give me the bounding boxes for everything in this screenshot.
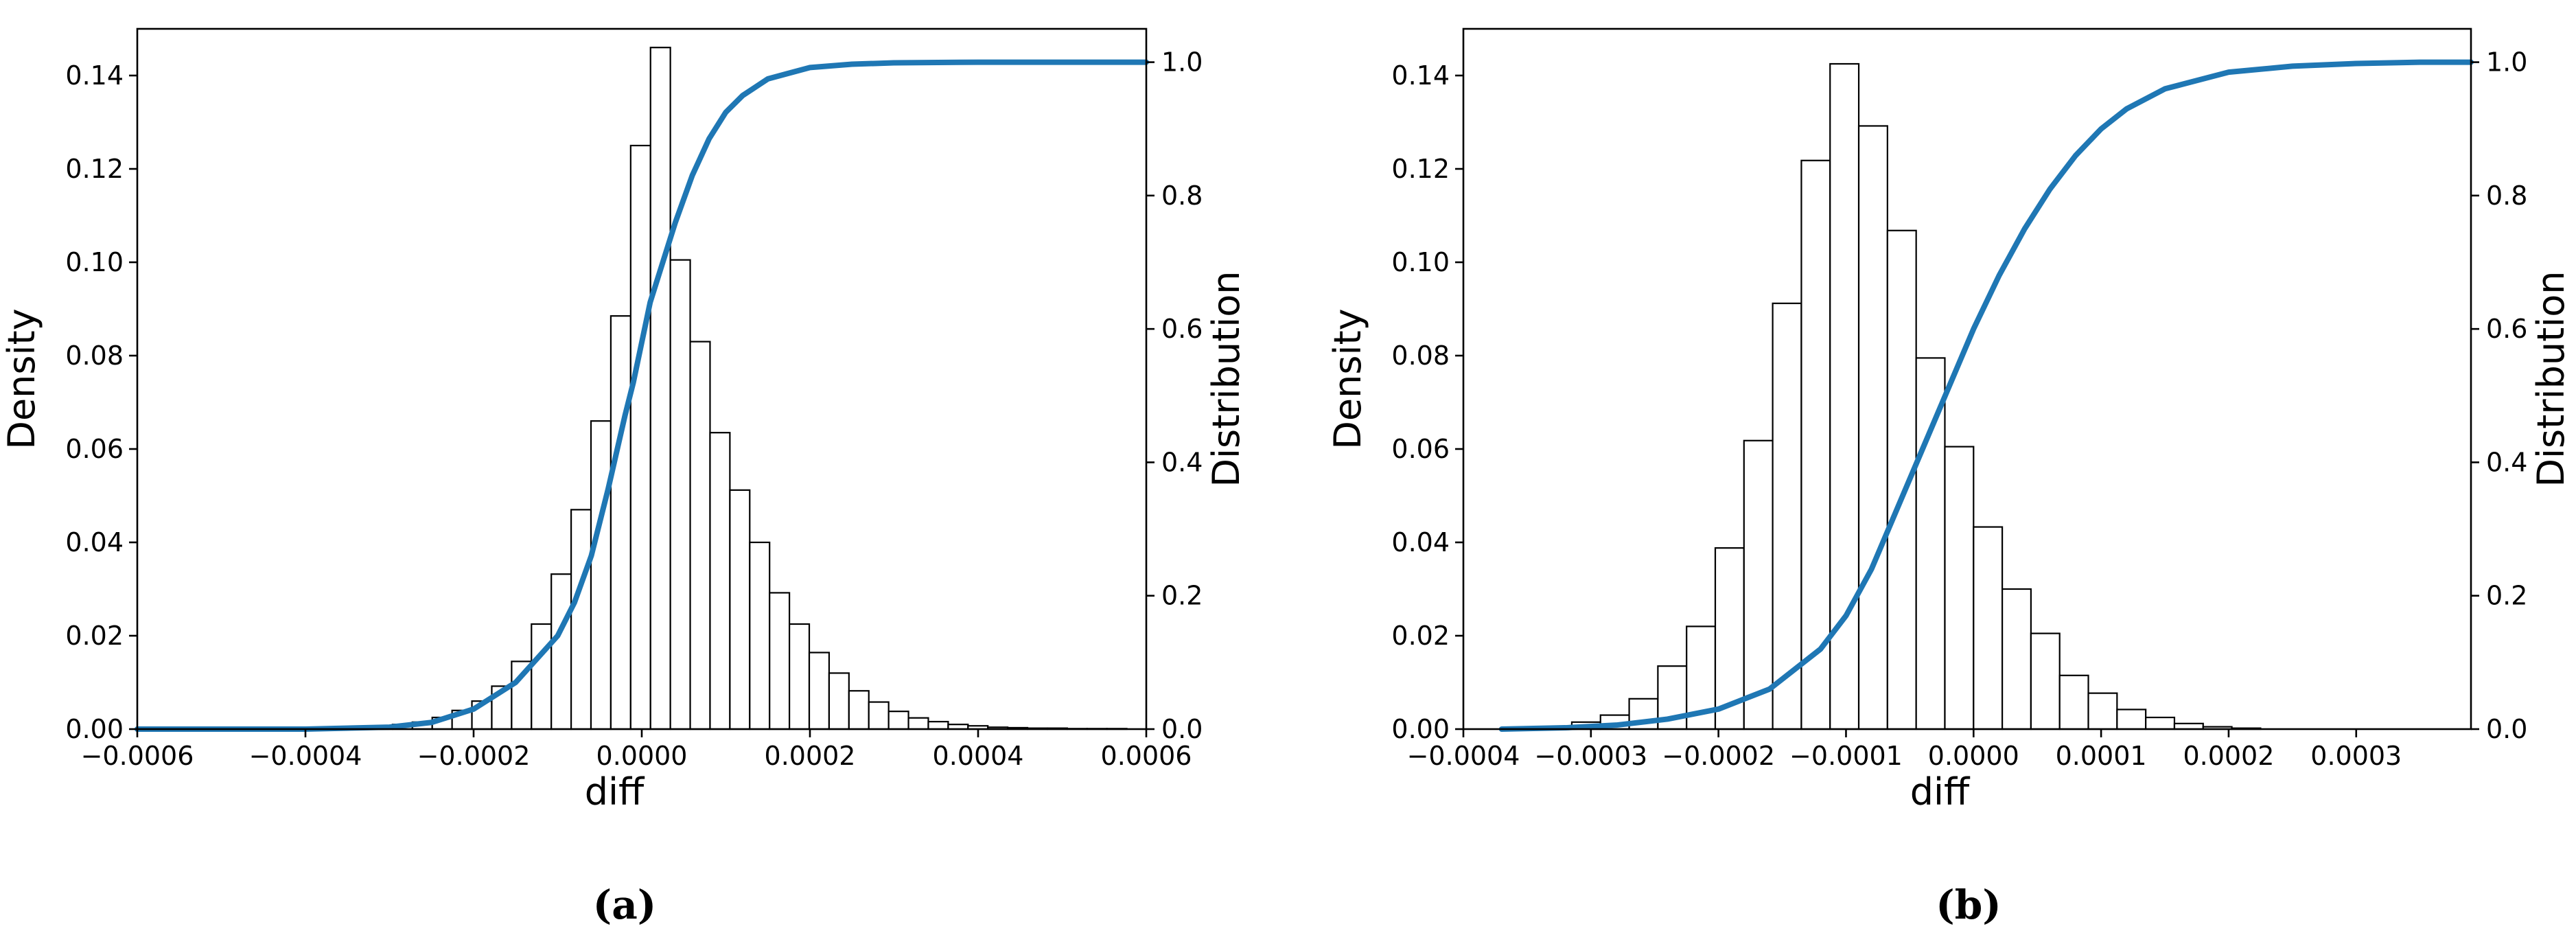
x-tick-label: −0.0006 <box>81 741 194 771</box>
y-tick-label: 0.02 <box>1391 621 1450 651</box>
histogram-bar <box>868 701 890 730</box>
y2-tick-label: 0.8 <box>1161 181 1203 211</box>
x-axis-title: diff <box>585 770 645 814</box>
histogram-bar <box>531 623 553 730</box>
x-tick-label: −0.0001 <box>1789 741 1903 771</box>
y-axis-title: Density <box>0 308 43 449</box>
y-tick-label: 0.08 <box>65 341 124 371</box>
y2-tick-label: 0.4 <box>2486 447 2527 477</box>
y-axis-title: Density <box>1326 308 1369 449</box>
histogram-bar <box>649 47 671 730</box>
y-tick-label: 0.12 <box>1391 154 1450 184</box>
panel-b: −0.0004 −0.0003 −0.0002 −0.0001 0.0000 0.0001… <box>1326 27 2573 928</box>
x-tick-label: 0.0004 <box>933 741 1024 771</box>
y-tick-label: 0.06 <box>1391 434 1450 464</box>
y2-tick-label: 0.0 <box>2486 714 2527 744</box>
y2-tick-label: 0.6 <box>2486 314 2527 344</box>
histogram-bar <box>570 509 592 730</box>
histogram-bar <box>2087 692 2118 730</box>
y-tick-label: 0.06 <box>65 434 124 464</box>
y2-tick-label: 0.2 <box>2486 581 2527 611</box>
histogram-bar <box>789 623 811 730</box>
histogram-bar <box>1772 302 1802 730</box>
x-tick-label: −0.0002 <box>417 741 531 771</box>
histogram-bar <box>1944 446 1975 730</box>
x-tick-label: −0.0004 <box>249 741 362 771</box>
histogram-bar <box>689 341 711 730</box>
x-tick-label: 0.0001 <box>2056 741 2147 771</box>
y2-tick-label: 0.8 <box>2486 181 2527 211</box>
x-tick-label: −0.0002 <box>1662 741 1775 771</box>
histogram-bar <box>1743 439 1774 730</box>
histogram-bar <box>2116 709 2147 730</box>
cdf-line <box>1498 59 2474 732</box>
histogram-bar <box>629 144 651 730</box>
y2-tick-label: 0.2 <box>1161 581 1203 611</box>
y-tick-label: 0.04 <box>1391 527 1450 557</box>
y-tick-label: 0.14 <box>1391 60 1450 91</box>
histogram-bar <box>1857 125 1888 730</box>
y-tick-label: 0.02 <box>65 621 124 651</box>
y-tick-label: 0.00 <box>65 714 124 744</box>
x-tick-label: 0.0002 <box>2183 741 2274 771</box>
histogram-bar <box>848 690 870 730</box>
x-tick-label: −0.0003 <box>1534 741 1647 771</box>
histogram-bar <box>907 717 929 730</box>
x-tick-label: 0.0000 <box>596 741 688 771</box>
histogram-bar <box>550 573 572 730</box>
histogram-bar <box>2030 632 2061 730</box>
x-tick-label: 0.0002 <box>765 741 856 771</box>
y-tick-label: 0.00 <box>1391 714 1450 744</box>
y-tick-label: 0.10 <box>65 247 124 277</box>
histogram-bar <box>2058 674 2089 730</box>
histogram-bar <box>2145 716 2176 730</box>
y2-tick-label: 0.4 <box>1161 447 1203 477</box>
histogram-bar <box>590 420 612 730</box>
histogram-bar <box>808 652 831 730</box>
y-tick-label: 0.04 <box>65 527 124 557</box>
y-tick-label: 0.08 <box>1391 341 1450 371</box>
y2-tick-label: 0.0 <box>1161 714 1203 744</box>
panel-caption: (b) <box>1936 882 2001 928</box>
histogram-bar <box>669 259 691 730</box>
panel-a: −0.0006 −0.0004 −0.0002 0.0000 0.0002 0.0004 0… <box>0 27 1248 928</box>
x-tick-label: 0.0003 <box>2310 741 2402 771</box>
x-tick-label: −0.0004 <box>1407 741 1520 771</box>
histogram-bar <box>2001 588 2032 730</box>
y-tick-label: 0.10 <box>1391 247 1450 277</box>
histogram-bar <box>1973 526 2004 730</box>
cdf-line <box>135 59 1149 732</box>
y2-tick-label: 0.6 <box>1161 314 1203 344</box>
histogram-bar <box>709 432 731 730</box>
histogram-bar <box>1915 357 1946 730</box>
y2-tick-label: 1.0 <box>2486 47 2527 78</box>
y2-axis-title: Distribution <box>1205 270 1248 487</box>
y-tick-label: 0.12 <box>65 154 124 184</box>
y-tick-label: 0.14 <box>65 60 124 91</box>
histogram-bar <box>927 721 949 730</box>
histogram-bar <box>887 711 909 730</box>
plot-frame <box>1462 27 2472 730</box>
histogram-bar <box>769 592 791 730</box>
panel-caption: (a) <box>593 882 656 928</box>
histogram-bar <box>828 672 850 730</box>
histogram-bar <box>749 541 771 730</box>
x-axis-title: diff <box>1910 770 1971 814</box>
histogram-bar <box>610 315 631 730</box>
histogram-bar <box>729 489 751 730</box>
y2-tick-label: 1.0 <box>1161 47 1203 78</box>
x-tick-label: 0.0006 <box>1101 741 1192 771</box>
y2-axis-title: Distribution <box>2529 270 2573 487</box>
x-tick-label: 0.0000 <box>1928 741 2019 771</box>
